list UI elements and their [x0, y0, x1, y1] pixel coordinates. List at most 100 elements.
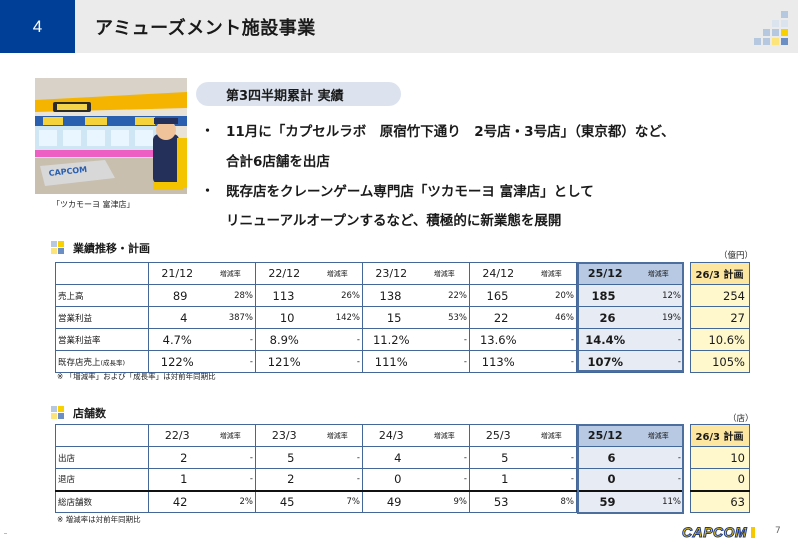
- rate-cell: -: [205, 446, 256, 469]
- period-header: 23/12: [362, 262, 420, 285]
- stores-unit: （店）: [728, 414, 754, 424]
- value-cell: 4: [362, 446, 420, 469]
- rate-cell: 19%: [633, 306, 684, 329]
- plan-cell: 0: [690, 468, 750, 491]
- value-cell-current: 26: [576, 306, 634, 329]
- value-cell: 121%: [255, 350, 313, 373]
- row-label: 出店: [55, 446, 149, 469]
- photo-caption: 「ツカモーヨ 富津店」: [52, 200, 135, 209]
- rate-cell: -: [312, 468, 363, 491]
- rate-cell: -: [419, 446, 470, 469]
- plan-cell: 105%: [690, 350, 750, 373]
- section-squares-icon: [51, 406, 65, 420]
- period-header: 24/3: [362, 424, 420, 447]
- rate-cell: -: [526, 446, 577, 469]
- store-photo: CAPCOM: [35, 78, 187, 194]
- rate-cell: -: [205, 468, 256, 491]
- rate-cell: -: [633, 446, 684, 469]
- plan-cell: 10.6%: [690, 328, 750, 351]
- value-cell-current: 59: [576, 489, 634, 513]
- value-cell-current: 14.4%: [576, 328, 634, 351]
- table-row: 既存店売上(成長率) 122% - 121% - 111% - 113% - 1…: [55, 350, 684, 373]
- bullet-dot: ・: [201, 184, 215, 199]
- value-cell: 45: [255, 489, 313, 513]
- rate-header: 増減率: [633, 262, 684, 285]
- performance-table: 21/12 増減率 22/12 増減率 23/12 増減率 24/12 増減率 …: [55, 262, 684, 373]
- rate-cell: -: [526, 350, 577, 373]
- row-label: 売上高: [55, 284, 149, 307]
- value-cell: 4.7%: [148, 328, 206, 351]
- rate-cell: -: [312, 328, 363, 351]
- rate-cell: -: [526, 468, 577, 491]
- rate-header: 増減率: [205, 262, 256, 285]
- rate-cell: 11%: [633, 489, 684, 513]
- value-cell: 4: [148, 306, 206, 329]
- value-cell: 53: [469, 489, 527, 513]
- bullet-dot: ・: [201, 124, 215, 139]
- bullet-2-line-1: 既存店をクレーンゲーム専門店「ツカモーヨ 富津店」として: [226, 184, 594, 200]
- rate-cell: 22%: [419, 284, 470, 307]
- value-cell: 165: [469, 284, 527, 307]
- period-header: 24/12: [469, 262, 527, 285]
- slide-mark: [4, 533, 7, 534]
- period-header: 25/3: [469, 424, 527, 447]
- section-squares-icon: [51, 241, 65, 255]
- value-cell: 113%: [469, 350, 527, 373]
- rate-cell: 28%: [205, 284, 256, 307]
- value-cell: 138: [362, 284, 420, 307]
- performance-note: ※ 「増減率」および「成長率」は対前年同期比: [57, 372, 216, 381]
- value-cell: 13.6%: [469, 328, 527, 351]
- rate-cell: 20%: [526, 284, 577, 307]
- row-label: 退店: [55, 468, 149, 491]
- performance-unit: （億円）: [719, 251, 754, 261]
- plan-cell: 10: [690, 446, 750, 469]
- rate-cell: -: [419, 350, 470, 373]
- period-header: 21/12: [148, 262, 206, 285]
- stores-table: 22/3 増減率 23/3 増減率 24/3 増減率 25/3 増減率 25/1…: [55, 424, 684, 513]
- rate-cell: 142%: [312, 306, 363, 329]
- value-cell: 122%: [148, 350, 206, 373]
- page-title: アミューズメント施設事業: [95, 18, 316, 39]
- period-header-current: 25/12: [576, 262, 634, 285]
- bullet-1-line-1: 11月に「カプセルラボ 原宿竹下通り 2号店・3号店」（東京都）など、: [226, 124, 675, 140]
- row-label: 既存店売上(成長率): [55, 350, 149, 373]
- value-cell: 113: [255, 284, 313, 307]
- rate-cell: 46%: [526, 306, 577, 329]
- page-number: 7: [775, 526, 781, 536]
- rate-cell: -: [205, 328, 256, 351]
- rate-cell: -: [526, 328, 577, 351]
- stores-title: 店舗数: [73, 407, 106, 420]
- plan-header: 26/3 計画: [690, 262, 750, 285]
- value-cell: 49: [362, 489, 420, 513]
- value-cell: 2: [255, 468, 313, 491]
- plan-cell: 27: [690, 306, 750, 329]
- bullet-1-line-2: 合計6店舗を出店: [226, 154, 330, 170]
- stores-note: ※ 増減率は対前年同期比: [57, 515, 141, 524]
- row-label-text: 既存店売上: [58, 357, 101, 368]
- value-cell: 8.9%: [255, 328, 313, 351]
- value-cell: 1: [469, 468, 527, 491]
- value-cell: 2: [148, 446, 206, 469]
- table-row: 営業利益 4 387% 10 142% 15 53% 22 46% 26 19%: [55, 306, 684, 329]
- rate-cell: -: [419, 328, 470, 351]
- corner-cell: [55, 424, 149, 447]
- rate-cell: -: [633, 328, 684, 351]
- stores-section-title: 店舗数: [51, 405, 106, 421]
- rate-cell: -: [633, 468, 684, 491]
- arcade-store-image: CAPCOM: [35, 78, 187, 194]
- period-header: 22/12: [255, 262, 313, 285]
- summary-pill-label: 第3四半期累計 実績: [226, 88, 344, 104]
- corner-cell: [55, 262, 149, 285]
- table-total-row: 総店舗数 42 2% 45 7% 49 9% 53 8% 59 11%: [55, 489, 684, 513]
- period-header: 23/3: [255, 424, 313, 447]
- logo-accent-bar: [751, 527, 755, 538]
- svg-text:CAPCOM: CAPCOM: [48, 165, 87, 178]
- rate-cell: 8%: [526, 489, 577, 513]
- plan-cell: 63: [690, 489, 750, 513]
- table-row: 売上高 89 28% 113 26% 138 22% 165 20% 185 1…: [55, 284, 684, 307]
- rate-header: 増減率: [205, 424, 256, 447]
- rate-cell: -: [312, 446, 363, 469]
- rate-header: 増減率: [419, 262, 470, 285]
- performance-plan-table: 26/3 計画 254 27 10.6% 105%: [690, 262, 750, 373]
- value-cell: 89: [148, 284, 206, 307]
